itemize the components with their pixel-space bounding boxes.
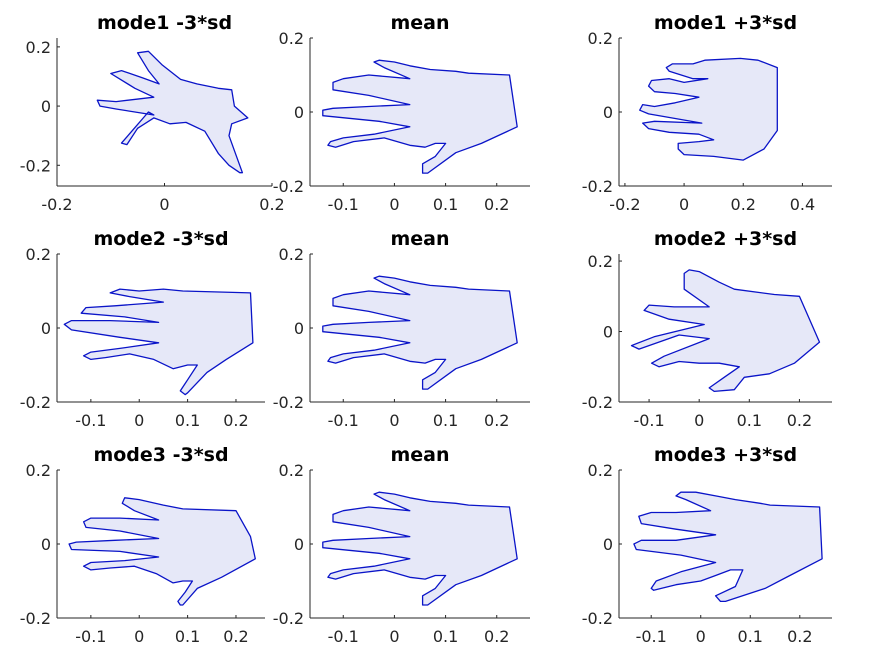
x-tick-label: 0.2 [484, 195, 509, 214]
x-tick-label: -0.1 [75, 627, 106, 646]
x-tick-label: 0.2 [787, 411, 812, 430]
hand-shape-5-1 [322, 275, 518, 390]
subplot-title: mode2 -3*sd [93, 228, 228, 250]
x-tick-label: -0.1 [636, 627, 667, 646]
x-tick-label: 0 [694, 411, 704, 430]
subplot-2: -0.1 0 0.1 0.2 0.2 0 -0.2 mean [273, 12, 530, 214]
x-tick-label: 0 [159, 195, 169, 214]
hand-shape-4-1 [63, 288, 254, 396]
y-tick-label: 0 [603, 323, 613, 342]
x-tick-label: 0.2 [484, 627, 509, 646]
x-tick-label: -0.1 [328, 411, 359, 430]
subplot-title: mode1 +3*sd [654, 12, 797, 34]
y-tick-label: 0.2 [26, 245, 51, 264]
x-tick-label: 0.1 [175, 411, 200, 430]
x-tick-label: 0.4 [790, 195, 815, 214]
subplot-title: mean [390, 12, 449, 34]
subplot-8: -0.1 0 0.1 0.2 0.2 0 -0.2 mean [273, 444, 530, 646]
y-tick-label: 0.2 [26, 461, 51, 480]
x-tick-label: 0.2 [484, 411, 509, 430]
y-tick-label: -0.2 [273, 393, 304, 412]
y-tick-label: -0.2 [273, 177, 304, 196]
y-tick-label: 0.2 [26, 38, 51, 57]
y-tick-label: 0 [41, 535, 51, 554]
x-tick-label: -0.1 [328, 195, 359, 214]
x-tick-label: 0 [696, 627, 706, 646]
x-tick-label: 0.1 [433, 195, 458, 214]
x-tick-label: -0.1 [633, 411, 664, 430]
y-tick-label: 0 [41, 319, 51, 338]
y-tick-label: 0 [41, 97, 51, 116]
subplot-title: mode1 -3*sd [97, 12, 232, 34]
subplot-6: -0.1 0 0.1 0.2 0.2 0 -0.2 mode2 +3*sd [582, 228, 832, 430]
subplot-7: -0.1 0 0.1 0.2 0.2 0 -0.2 mode3 -3*sd [20, 444, 265, 646]
x-tick-label: 0.2 [731, 195, 756, 214]
y-tick-label: -0.2 [582, 609, 613, 628]
x-tick-label: -0.2 [41, 195, 72, 214]
x-tick-label: 0.1 [737, 411, 762, 430]
x-tick-label: 0.2 [787, 627, 812, 646]
y-tick-label: 0.2 [279, 245, 304, 264]
hand-shape-8-1 [322, 491, 518, 606]
y-tick-label: 0.2 [588, 461, 613, 480]
y-tick-label: 0.2 [279, 461, 304, 480]
y-tick-label: -0.2 [273, 609, 304, 628]
y-tick-label: -0.2 [582, 393, 613, 412]
hand-shape-6-1 [630, 269, 821, 393]
y-tick-label: 0 [294, 535, 304, 554]
x-tick-label: 0.2 [223, 411, 248, 430]
subplot-9: -0.1 0 0.1 0.2 0.2 0 -0.2 mode3 +3*sd [582, 444, 832, 646]
x-tick-label: -0.2 [609, 195, 640, 214]
x-tick-label: 0 [389, 627, 399, 646]
y-tick-label: -0.2 [20, 156, 51, 175]
x-tick-label: 0.2 [223, 627, 248, 646]
y-tick-label: 0 [603, 103, 613, 122]
subplot-4: -0.1 0 0.1 0.2 0.2 0 -0.2 mode2 -3*sd [20, 228, 265, 430]
subplot-3: -0.2 0 0.2 0.4 0.2 0 -0.2 mode1 +3*sd [582, 12, 832, 214]
y-tick-label: 0.2 [588, 252, 613, 271]
x-tick-label: -0.1 [328, 627, 359, 646]
y-tick-label: -0.2 [20, 393, 51, 412]
y-tick-label: -0.2 [582, 177, 613, 196]
hand-shape-3-1 [639, 57, 778, 161]
subplot-title: mean [390, 228, 449, 250]
x-tick-label: -0.1 [75, 411, 106, 430]
y-tick-label: 0 [603, 535, 613, 554]
hand-shape-1-1 [96, 50, 249, 174]
x-tick-label: 0 [389, 411, 399, 430]
x-tick-label: 0 [679, 195, 689, 214]
subplot-title: mode3 -3*sd [93, 444, 228, 466]
x-tick-label: 0 [134, 411, 144, 430]
x-tick-label: 0.2 [259, 195, 284, 214]
y-tick-label: -0.2 [20, 609, 51, 628]
y-tick-label: 0.2 [588, 29, 613, 48]
subplot-title: mode2 +3*sd [654, 228, 797, 250]
hand-shape-7-1 [68, 497, 256, 606]
x-tick-label: 0.1 [433, 411, 458, 430]
x-tick-label: 0.1 [738, 627, 763, 646]
x-tick-label: 0.1 [175, 627, 200, 646]
hand-shape-2-1 [322, 59, 518, 174]
subplot-title: mean [390, 444, 449, 466]
hand-shape-9-1 [633, 491, 823, 603]
y-tick-label: 0 [294, 103, 304, 122]
subplot-title: mode3 +3*sd [654, 444, 797, 466]
y-tick-label: 0 [294, 319, 304, 338]
y-tick-label: 0.2 [279, 29, 304, 48]
subplot-5: -0.1 0 0.1 0.2 0.2 0 -0.2 mean [273, 228, 530, 430]
subplot-1: -0.2 0 0.2 0.2 0 -0.2 mode1 -3*sd [20, 12, 285, 214]
x-tick-label: 0.1 [433, 627, 458, 646]
x-tick-label: 0 [134, 627, 144, 646]
x-tick-label: 0 [389, 195, 399, 214]
